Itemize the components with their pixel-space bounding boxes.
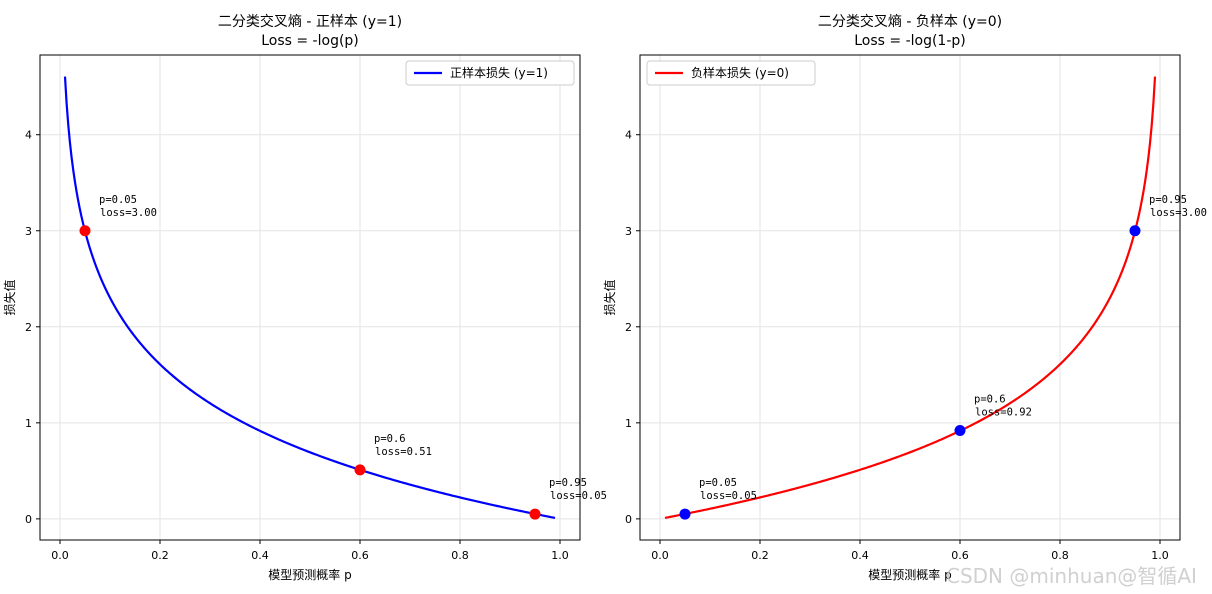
point-label-p-0: p=0.05 bbox=[99, 194, 137, 206]
chart-subtitle: Loss = -log(1-p) bbox=[854, 33, 966, 49]
chart-subtitle: Loss = -log(p) bbox=[261, 33, 359, 49]
x-axis-label: 模型预测概率 p bbox=[868, 567, 951, 582]
highlight-point-1 bbox=[354, 464, 366, 476]
x-tick-label-1: 0.2 bbox=[151, 549, 169, 562]
y-tick-label-4: 4 bbox=[625, 129, 632, 142]
point-label-p-1: p=0.6 bbox=[374, 433, 406, 445]
y-tick-label-3: 3 bbox=[25, 225, 32, 238]
point-label-loss-0: loss=0.05 bbox=[700, 490, 757, 502]
point-label-loss-1: loss=0.51 bbox=[375, 446, 432, 458]
x-tick-label-1: 0.2 bbox=[751, 549, 769, 562]
point-label-p-0: p=0.05 bbox=[699, 477, 737, 489]
chart-title: 二分类交叉熵 - 正样本 (y=1) bbox=[218, 13, 402, 30]
point-label-loss-1: loss=0.92 bbox=[975, 407, 1032, 419]
point-label-p-2: p=0.95 bbox=[1149, 194, 1187, 206]
watermark: CSDN @minhuan@智循AI bbox=[946, 564, 1197, 588]
y-tick-label-1: 1 bbox=[625, 417, 632, 430]
x-tick-label-5: 1.0 bbox=[551, 549, 569, 562]
y-axis-label: 损失值 bbox=[2, 279, 17, 315]
legend-label: 负样本损失 (y=0) bbox=[691, 65, 789, 80]
legend-box bbox=[646, 60, 816, 86]
x-tick-label-0: 0.0 bbox=[51, 549, 69, 562]
y-tick-label-1: 1 bbox=[25, 417, 32, 430]
axes-frame bbox=[39, 54, 581, 541]
point-label-p-1: p=0.6 bbox=[974, 394, 1006, 406]
x-tick-label-3: 0.6 bbox=[351, 549, 369, 562]
x-tick-label-3: 0.6 bbox=[951, 549, 969, 562]
x-tick-label-2: 0.4 bbox=[851, 549, 869, 562]
y-tick-label-3: 3 bbox=[625, 225, 632, 238]
highlight-point-2 bbox=[529, 508, 541, 520]
y-tick-label-0: 0 bbox=[25, 513, 32, 526]
y-tick-label-2: 2 bbox=[625, 321, 632, 334]
highlight-point-2 bbox=[1129, 225, 1141, 237]
point-label-loss-0: loss=3.00 bbox=[100, 207, 157, 219]
x-tick-label-5: 1.0 bbox=[1151, 549, 1169, 562]
y-axis-label: 损失值 bbox=[602, 279, 617, 315]
highlight-point-0 bbox=[79, 225, 91, 237]
point-label-p-2: p=0.95 bbox=[549, 477, 587, 489]
highlight-point-1 bbox=[954, 425, 966, 437]
chart-title: 二分类交叉熵 - 负样本 (y=0) bbox=[818, 13, 1002, 30]
legend-label: 正样本损失 (y=1) bbox=[450, 65, 548, 80]
series-line bbox=[664, 76, 1157, 519]
x-tick-label-2: 0.4 bbox=[251, 549, 269, 562]
point-label-loss-2: loss=3.00 bbox=[1150, 207, 1207, 219]
axes-frame bbox=[639, 54, 1181, 541]
y-tick-label-0: 0 bbox=[625, 513, 632, 526]
point-label-loss-2: loss=0.05 bbox=[550, 490, 607, 502]
x-axis-label: 模型预测概率 p bbox=[268, 567, 351, 582]
legend-box bbox=[405, 60, 575, 86]
x-tick-label-0: 0.0 bbox=[651, 549, 669, 562]
x-tick-label-4: 0.8 bbox=[451, 549, 469, 562]
series-line bbox=[63, 76, 556, 519]
y-tick-label-4: 4 bbox=[25, 129, 32, 142]
y-tick-label-2: 2 bbox=[25, 321, 32, 334]
x-tick-label-4: 0.8 bbox=[1051, 549, 1069, 562]
highlight-point-0 bbox=[679, 508, 691, 520]
